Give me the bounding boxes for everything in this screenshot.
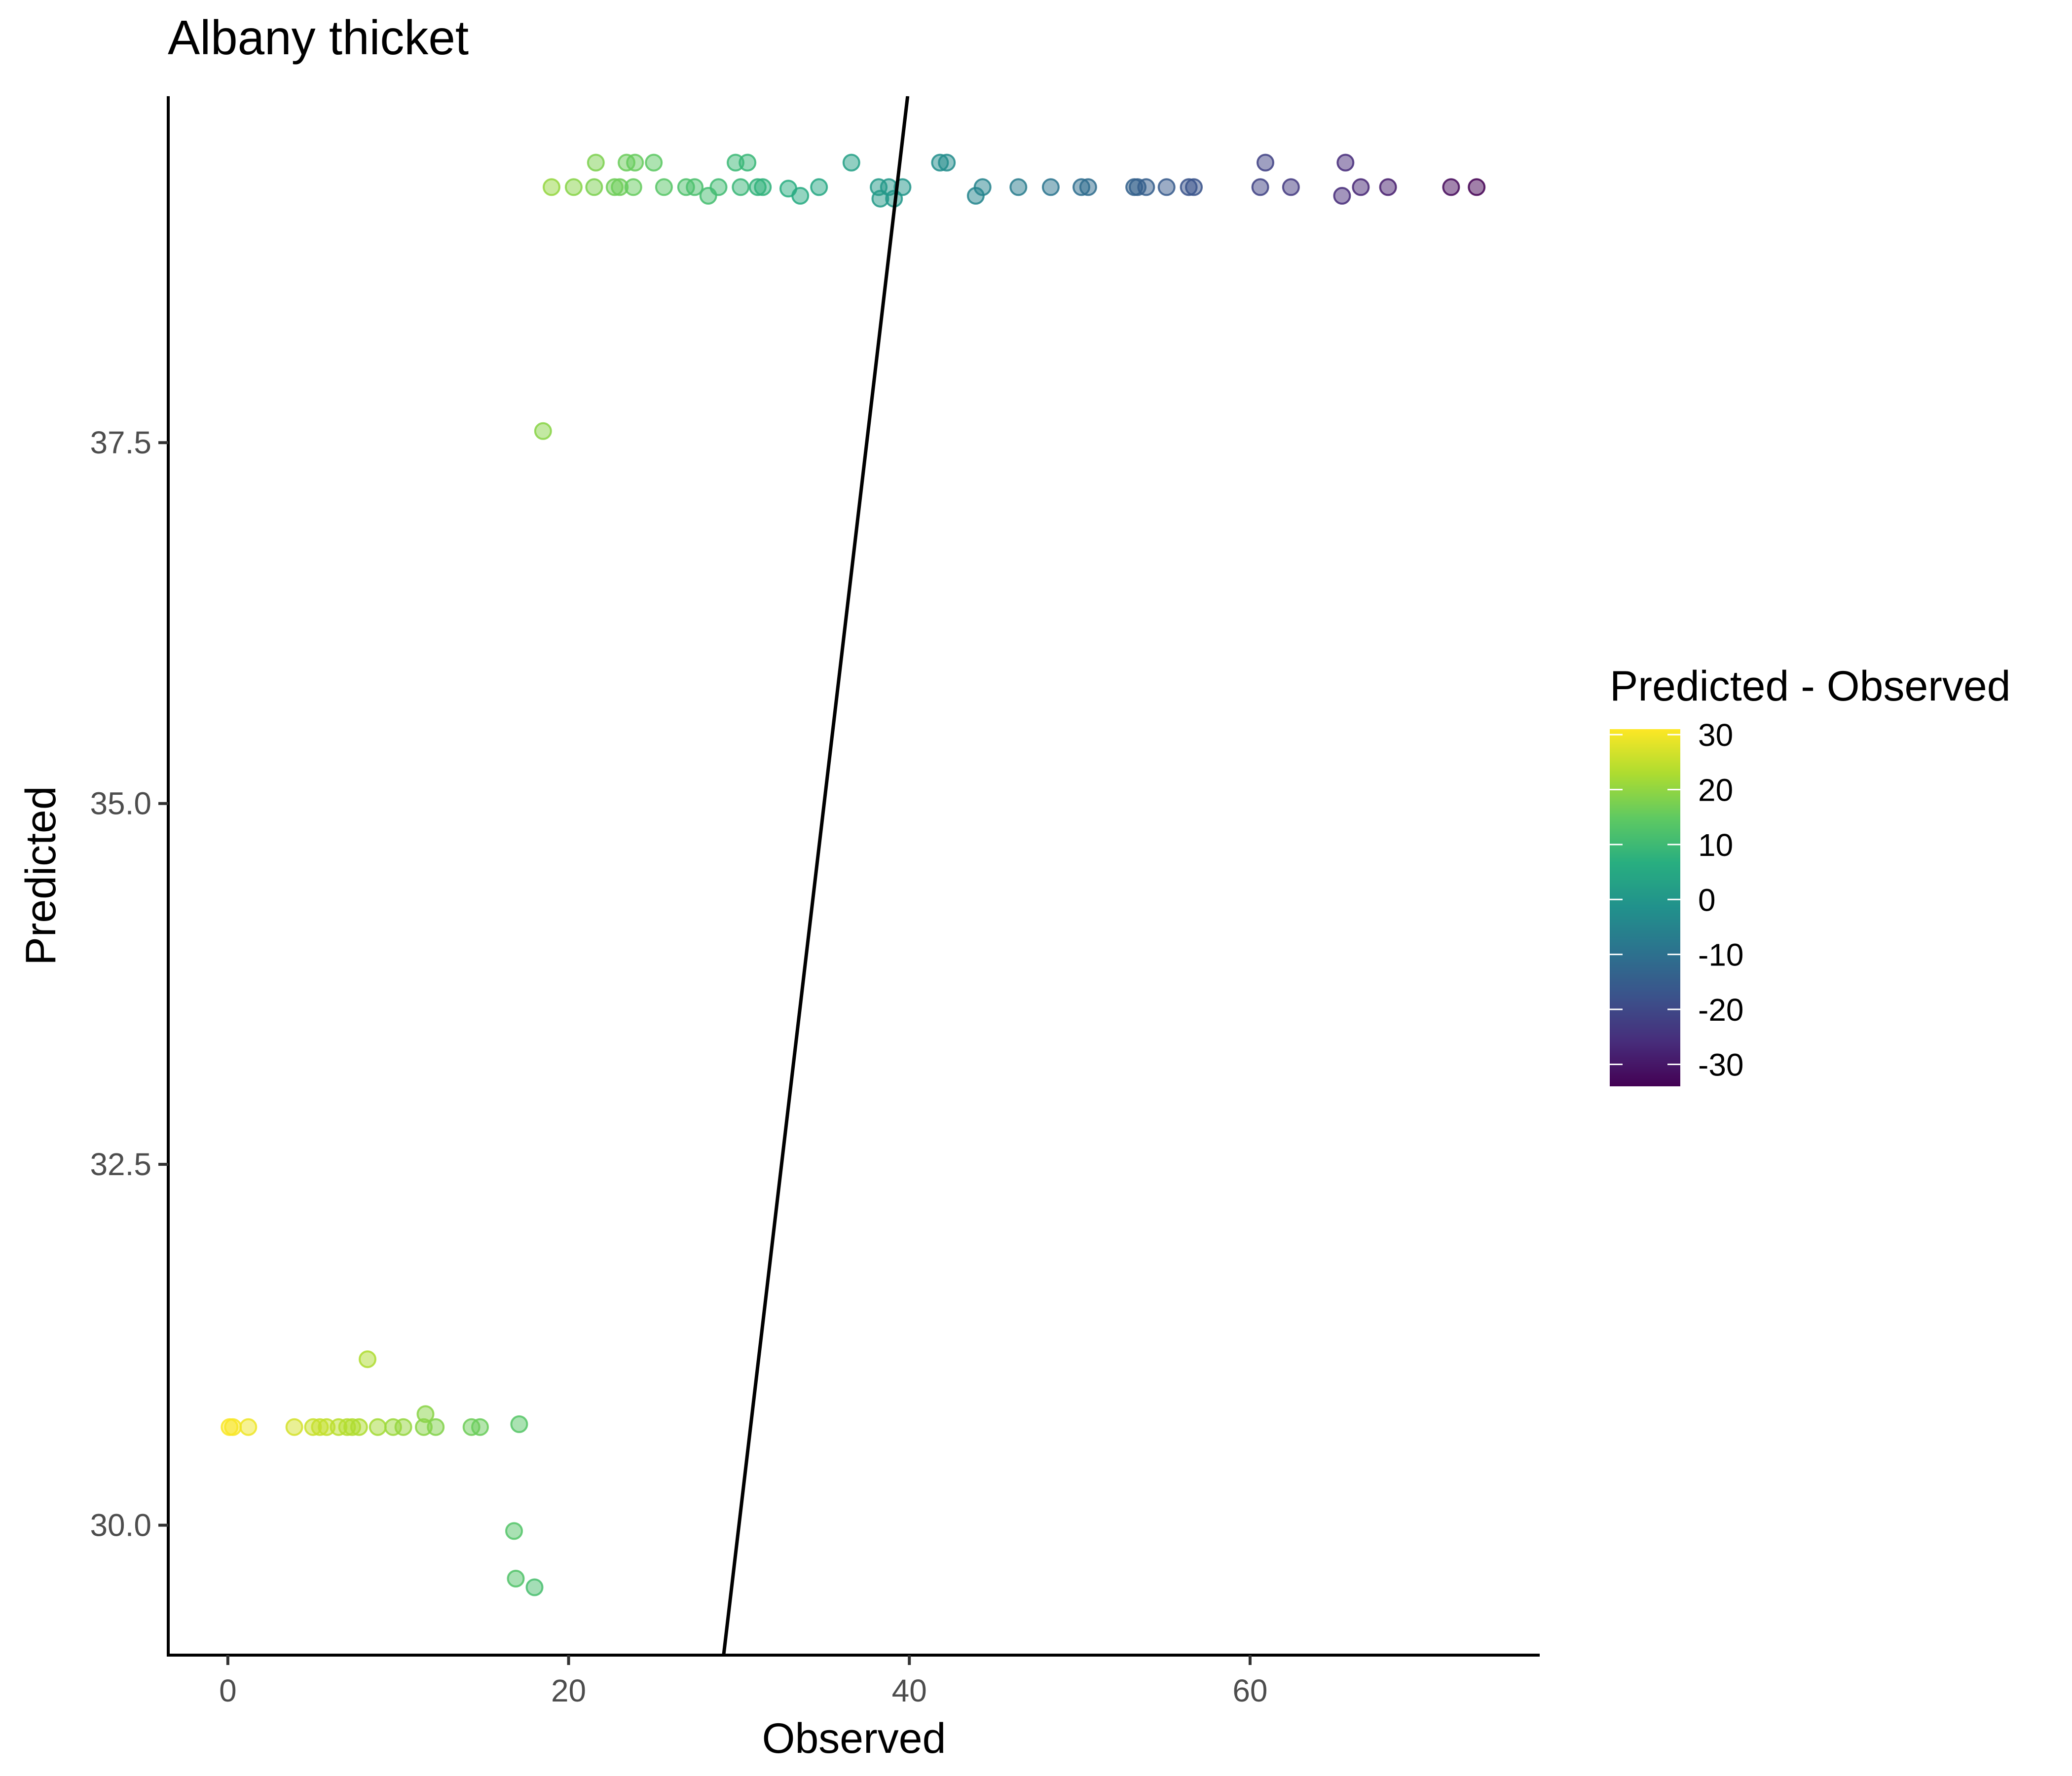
x-tick-label: 0 — [219, 1673, 237, 1708]
data-point — [973, 178, 992, 196]
data-point — [938, 153, 956, 172]
data-point — [525, 1578, 544, 1596]
data-point — [624, 178, 642, 196]
data-point — [686, 178, 704, 196]
data-point — [645, 153, 663, 172]
y-tick-label: 35.0 — [90, 786, 151, 821]
data-point — [709, 178, 728, 196]
data-point — [842, 153, 860, 172]
y-tick-label: 32.5 — [90, 1147, 151, 1182]
data-point — [534, 422, 552, 440]
data-point — [1157, 178, 1176, 196]
data-point — [505, 1522, 523, 1540]
x-axis-label: Observed — [762, 1715, 946, 1762]
data-point — [754, 178, 772, 196]
legend-tick-label: 30 — [1698, 717, 1733, 753]
y-tick-label: 30.0 — [90, 1508, 151, 1543]
data-point — [1379, 178, 1397, 196]
data-point — [239, 1418, 258, 1436]
data-point — [1257, 153, 1274, 172]
data-point — [1041, 178, 1060, 196]
x-tick-label: 60 — [1232, 1673, 1267, 1708]
data-point — [1137, 178, 1155, 196]
data-point — [564, 178, 583, 196]
data-point — [1009, 178, 1028, 196]
x-tick-label: 40 — [892, 1673, 927, 1708]
data-point — [1282, 178, 1300, 196]
legend-tick-label: -20 — [1698, 992, 1744, 1028]
data-point — [810, 178, 828, 196]
y-axis-label: Predicted — [17, 786, 65, 965]
data-point — [585, 178, 603, 196]
data-point — [1352, 178, 1370, 196]
plot-area: 0 20 40 60 30.0 32.5 35.0 37.5 — [90, 96, 1540, 1708]
data-point — [626, 153, 644, 172]
data-point — [224, 1418, 242, 1436]
data-point — [471, 1418, 489, 1436]
chart-title: Albany thicket — [168, 10, 469, 65]
data-point — [507, 1569, 525, 1588]
legend-tick-label: 0 — [1698, 882, 1716, 918]
legend-tick-label: 10 — [1698, 827, 1733, 863]
data-point — [543, 178, 560, 196]
data-point — [510, 1415, 528, 1433]
data-point — [1251, 178, 1269, 196]
legend-title: Predicted - Observed — [1610, 663, 2011, 710]
data-point — [394, 1418, 412, 1436]
x-tick-label: 20 — [551, 1673, 586, 1708]
data-point — [1079, 178, 1097, 196]
y-axis-ticks: 30.0 32.5 35.0 37.5 — [90, 425, 168, 1543]
data-point — [791, 186, 810, 205]
data-point — [1333, 186, 1351, 205]
legend-tick-label: -10 — [1698, 937, 1744, 973]
data-point — [350, 1418, 368, 1436]
data-point — [587, 153, 605, 172]
data-point — [1336, 153, 1355, 172]
legend-tick-label: 20 — [1698, 773, 1733, 808]
data-point — [369, 1418, 387, 1436]
data-point — [739, 153, 757, 172]
data-point — [1185, 178, 1203, 196]
data-point — [416, 1405, 435, 1423]
y-tick-label: 37.5 — [90, 425, 151, 460]
data-point — [359, 1350, 376, 1369]
points-layer — [221, 153, 1486, 1596]
legend: Predicted - Observed 30 20 10 0 -10 -20 -30 — [1610, 663, 2011, 1086]
data-point — [732, 178, 750, 196]
data-point — [655, 178, 673, 196]
legend-tick-label: -30 — [1698, 1047, 1744, 1082]
data-point — [427, 1418, 445, 1436]
x-axis-ticks: 0 20 40 60 — [219, 1655, 1268, 1708]
data-point — [1468, 178, 1486, 196]
legend-colorbar — [1610, 729, 1680, 1086]
data-point — [285, 1418, 303, 1436]
legend-ticks: 30 20 10 0 -10 -20 -30 — [1610, 717, 1744, 1082]
data-point — [1442, 178, 1460, 196]
identity-line — [722, 96, 910, 1655]
